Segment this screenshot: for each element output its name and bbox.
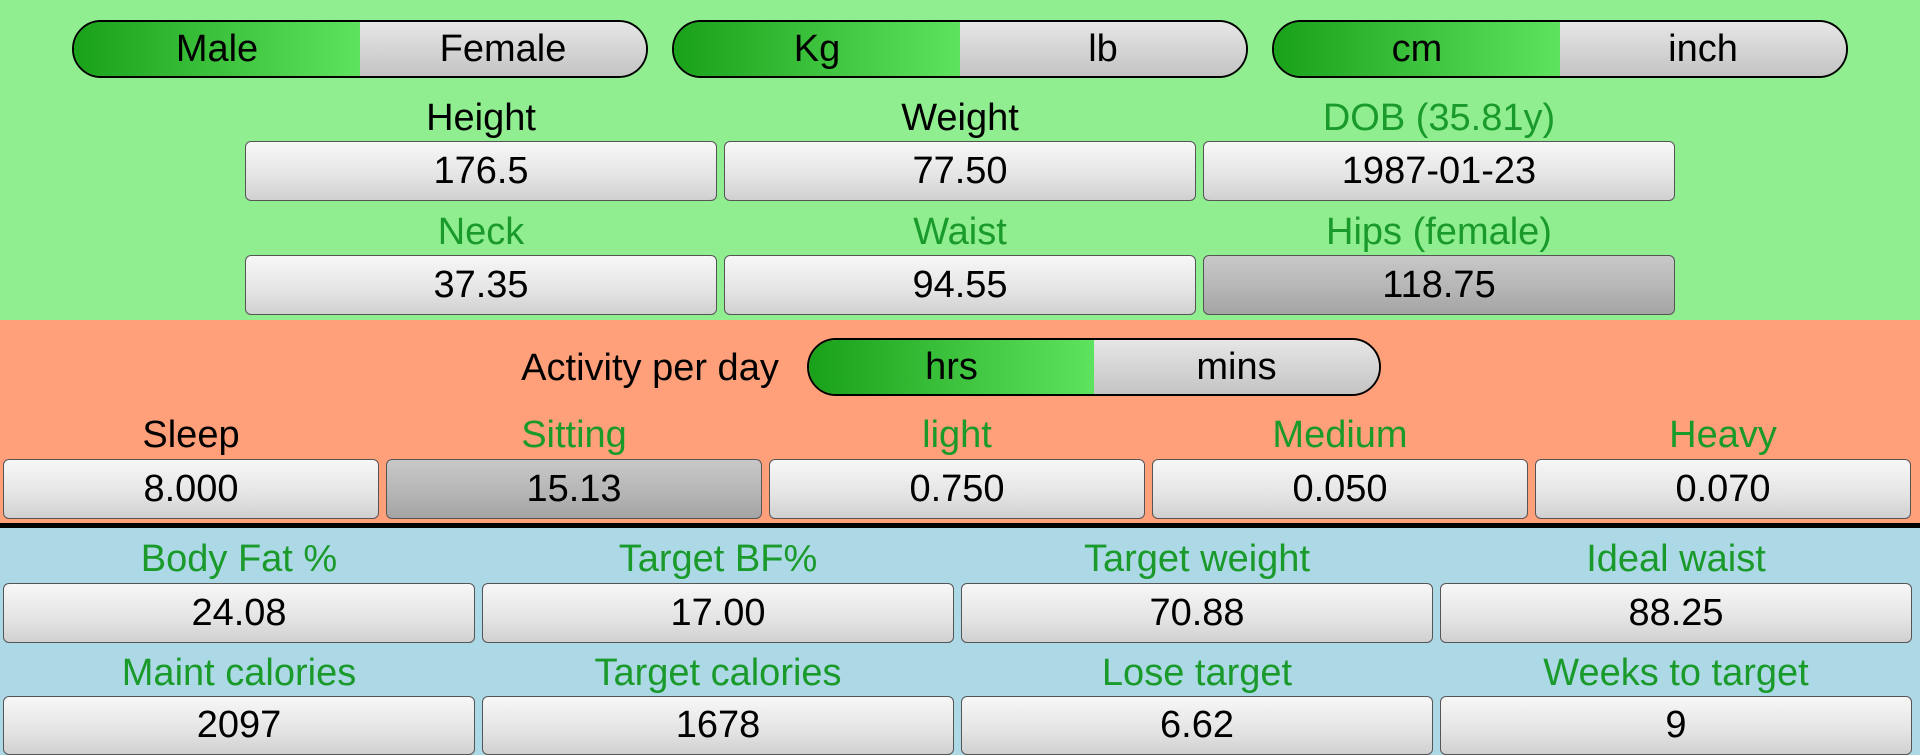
cm-option[interactable]: cm <box>1274 22 1560 76</box>
heavy-field[interactable]: 0.070 <box>1535 459 1911 519</box>
body-fat-field[interactable]: 24.08 <box>3 583 475 643</box>
medium-field[interactable]: 0.050 <box>1152 459 1528 519</box>
mins-option[interactable]: mins <box>1094 340 1379 394</box>
target-bf-field[interactable]: 17.00 <box>482 583 954 643</box>
weeks-to-target-label: Weeks to target <box>1543 652 1809 694</box>
heavy-label: Heavy <box>1669 414 1777 456</box>
medium-label: Medium <box>1272 414 1408 456</box>
neck-label: Neck <box>437 211 525 253</box>
dob-label: DOB (35.81y) <box>1322 97 1556 139</box>
target-weight-field[interactable]: 70.88 <box>961 583 1433 643</box>
weight-label: Weight <box>901 97 1019 139</box>
weeks-to-target-field[interactable]: 9 <box>1440 696 1912 755</box>
hips-field[interactable]: 118.75 <box>1203 255 1675 315</box>
female-option[interactable]: Female <box>360 22 646 76</box>
ideal-waist-label: Ideal waist <box>1586 538 1766 580</box>
male-option[interactable]: Male <box>74 22 360 76</box>
maint-calories-field[interactable]: 2097 <box>3 696 475 755</box>
height-label: Height <box>426 97 536 139</box>
activity-unit-toggle[interactable]: hrs mins <box>807 338 1381 396</box>
inch-option[interactable]: inch <box>1560 22 1846 76</box>
sitting-field[interactable]: 15.13 <box>386 459 762 519</box>
body-fat-label: Body Fat % <box>140 538 338 580</box>
target-bf-label: Target BF% <box>618 538 818 580</box>
kg-option[interactable]: Kg <box>674 22 960 76</box>
neck-field[interactable]: 37.35 <box>245 255 717 315</box>
hrs-option[interactable]: hrs <box>809 340 1094 394</box>
waist-field[interactable]: 94.55 <box>724 255 1196 315</box>
sleep-label: Sleep <box>142 414 240 456</box>
lose-target-field[interactable]: 6.62 <box>961 696 1433 755</box>
lose-target-label: Lose target <box>1101 652 1293 694</box>
activity-title: Activity per day <box>521 347 779 389</box>
section-divider <box>0 523 1920 528</box>
waist-label: Waist <box>913 211 1007 253</box>
dob-field[interactable]: 1987-01-23 <box>1203 141 1675 201</box>
light-label: light <box>922 414 992 456</box>
ideal-waist-field[interactable]: 88.25 <box>1440 583 1912 643</box>
lb-option[interactable]: lb <box>960 22 1246 76</box>
light-field[interactable]: 0.750 <box>769 459 1145 519</box>
weight-field[interactable]: 77.50 <box>724 141 1196 201</box>
length-unit-toggle[interactable]: cm inch <box>1272 20 1848 78</box>
sleep-field[interactable]: 8.000 <box>3 459 379 519</box>
maint-calories-label: Maint calories <box>121 652 357 694</box>
height-field[interactable]: 176.5 <box>245 141 717 201</box>
target-weight-label: Target weight <box>1083 538 1310 580</box>
sex-toggle[interactable]: Male Female <box>72 20 648 78</box>
weight-unit-toggle[interactable]: Kg lb <box>672 20 1248 78</box>
target-calories-field[interactable]: 1678 <box>482 696 954 755</box>
hips-label: Hips (female) <box>1326 211 1552 253</box>
target-calories-label: Target calories <box>594 652 842 694</box>
sitting-label: Sitting <box>521 414 627 456</box>
